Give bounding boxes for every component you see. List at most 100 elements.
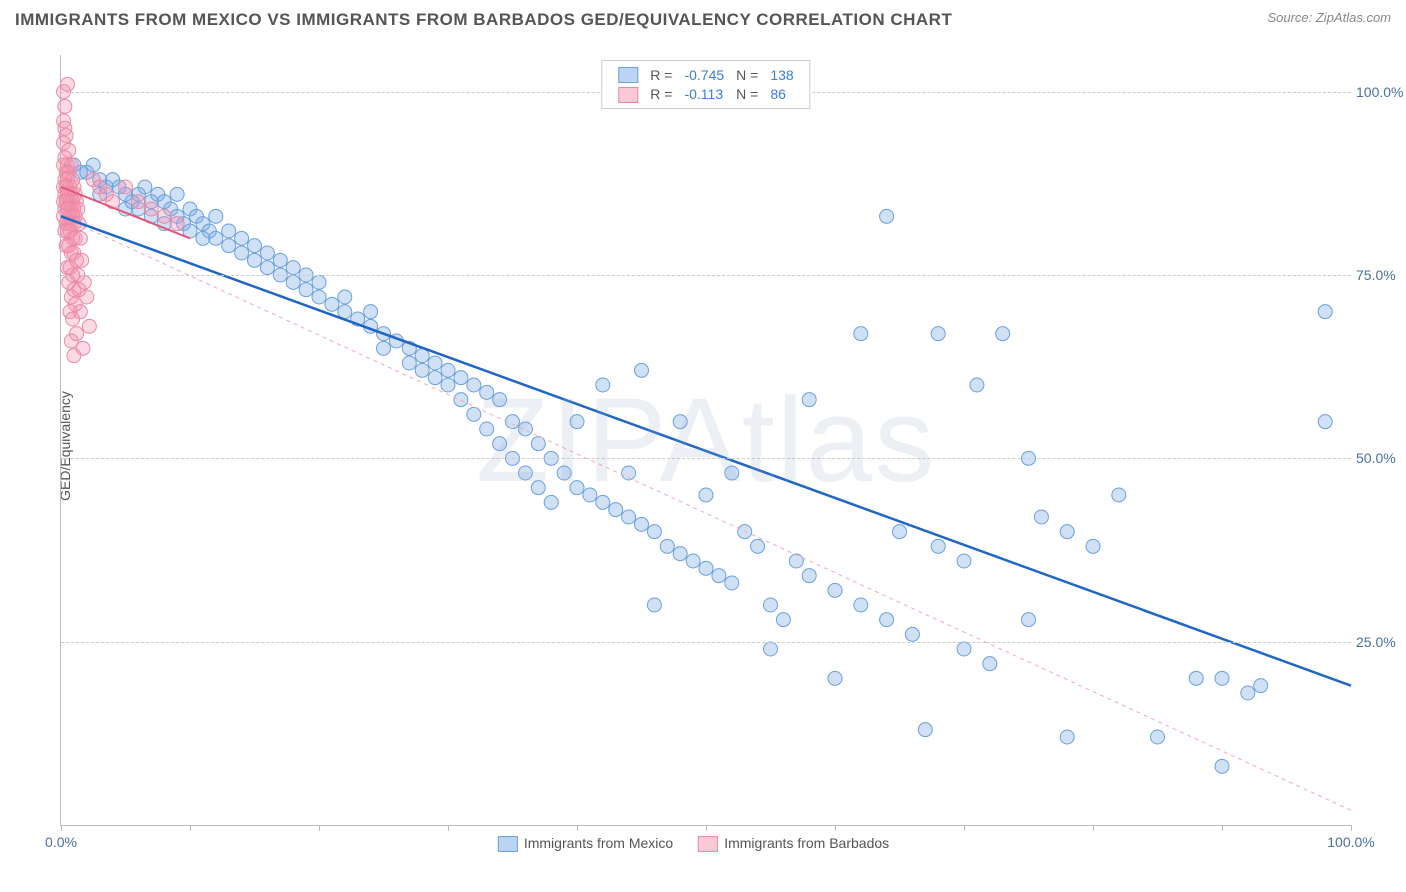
data-point [157, 209, 171, 223]
data-point [699, 488, 713, 502]
data-point [364, 305, 378, 319]
r-value: -0.113 [678, 84, 730, 103]
correlation-legend: R =-0.745N =138R =-0.113N =86 [601, 60, 810, 109]
data-point [1060, 525, 1074, 539]
data-point [312, 290, 326, 304]
data-point [138, 180, 152, 194]
data-point [58, 99, 72, 113]
data-point [1060, 730, 1074, 744]
data-point [260, 246, 274, 260]
gridline [61, 275, 1351, 276]
data-point [725, 576, 739, 590]
source-label: Source: ZipAtlas.com [1267, 10, 1391, 25]
data-point [880, 613, 894, 627]
data-point [454, 371, 468, 385]
x-tick [190, 825, 191, 831]
data-point [725, 466, 739, 480]
data-point [441, 378, 455, 392]
data-point [635, 517, 649, 531]
y-tick-label: 75.0% [1356, 267, 1406, 283]
data-point [299, 283, 313, 297]
legend-row: R =-0.745N =138 [612, 65, 799, 84]
x-tick-label: 0.0% [45, 834, 77, 850]
data-point [957, 554, 971, 568]
x-tick [61, 825, 62, 831]
chart-title: IMMIGRANTS FROM MEXICO VS IMMIGRANTS FRO… [15, 10, 952, 29]
data-point [144, 202, 158, 216]
data-point [802, 393, 816, 407]
data-point [583, 488, 597, 502]
legend-item: Immigrants from Barbados [698, 835, 889, 851]
data-point [1241, 686, 1255, 700]
data-point [60, 77, 74, 91]
data-point [82, 319, 96, 333]
data-point [1318, 415, 1332, 429]
data-point [428, 371, 442, 385]
data-point [222, 224, 236, 238]
legend-row: R =-0.113N =86 [612, 84, 799, 103]
x-tick [964, 825, 965, 831]
data-point [596, 378, 610, 392]
data-point [493, 393, 507, 407]
data-point [119, 180, 133, 194]
x-tick [1093, 825, 1094, 831]
data-point [570, 481, 584, 495]
data-point [880, 209, 894, 223]
x-tick [835, 825, 836, 831]
gridline [61, 458, 1351, 459]
n-value: 138 [764, 65, 799, 84]
data-point [235, 231, 249, 245]
regression-extension-line [61, 216, 1351, 810]
data-point [480, 385, 494, 399]
data-point [918, 723, 932, 737]
data-point [222, 239, 236, 253]
x-tick [319, 825, 320, 831]
data-point [248, 239, 262, 253]
data-point [67, 349, 81, 363]
data-point [764, 642, 778, 656]
data-point [931, 327, 945, 341]
data-point [170, 217, 184, 231]
data-point [893, 525, 907, 539]
data-point [467, 378, 481, 392]
regression-line [61, 216, 1351, 685]
correlation-table: R =-0.745N =138R =-0.113N =86 [612, 65, 799, 104]
data-point [764, 598, 778, 612]
n-label: N = [730, 65, 764, 84]
data-point [518, 422, 532, 436]
data-point [905, 627, 919, 641]
data-point [131, 195, 145, 209]
data-point [789, 554, 803, 568]
data-point [596, 495, 610, 509]
data-point [402, 356, 416, 370]
data-point [415, 363, 429, 377]
r-label: R = [644, 84, 678, 103]
data-point [428, 356, 442, 370]
data-point [286, 261, 300, 275]
data-point [248, 253, 262, 267]
data-point [1112, 488, 1126, 502]
data-point [377, 341, 391, 355]
data-point [338, 290, 352, 304]
legend-swatch [618, 67, 638, 83]
data-point [854, 327, 868, 341]
chart-header: IMMIGRANTS FROM MEXICO VS IMMIGRANTS FRO… [15, 10, 1391, 40]
r-value: -0.745 [678, 65, 730, 84]
y-tick-label: 100.0% [1356, 84, 1406, 100]
legend-swatch [498, 836, 518, 852]
scatter-plot-svg [61, 55, 1351, 825]
data-point [635, 363, 649, 377]
data-point [66, 312, 80, 326]
x-tick [577, 825, 578, 831]
data-point [673, 547, 687, 561]
series-legend: Immigrants from Mexico Immigrants from Ba… [498, 835, 914, 852]
data-point [480, 422, 494, 436]
legend-item: Immigrants from Mexico [498, 835, 673, 851]
legend-swatch [698, 836, 718, 852]
data-point [957, 642, 971, 656]
data-point [235, 246, 249, 260]
data-point [673, 415, 687, 429]
data-point [1215, 759, 1229, 773]
data-point [454, 393, 468, 407]
data-point [1318, 305, 1332, 319]
